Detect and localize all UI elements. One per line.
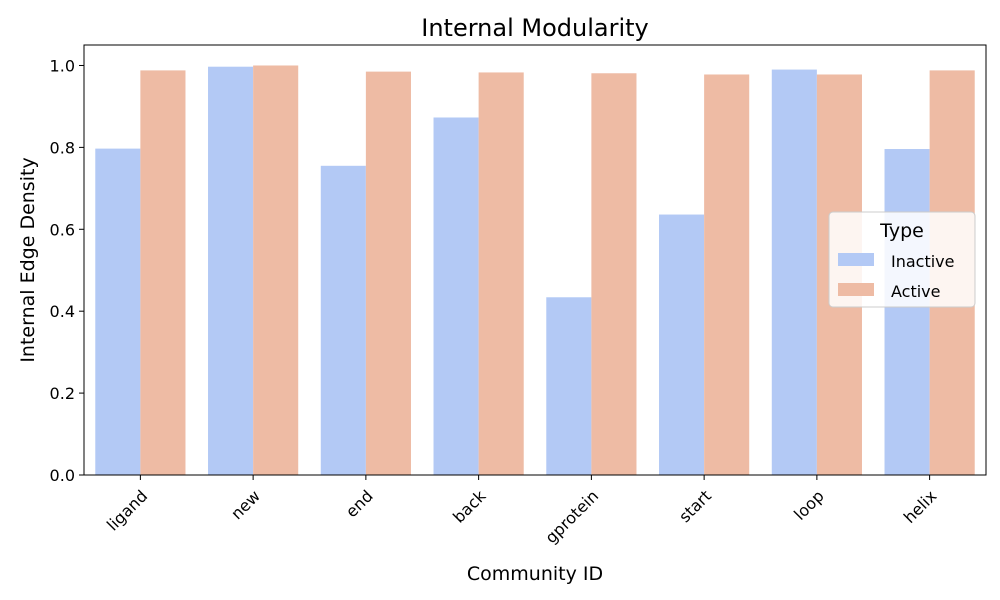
bar-active-start — [704, 74, 750, 475]
x-tick-label-back: back — [449, 486, 490, 527]
x-tick-label-start: start — [675, 486, 715, 526]
bar-active-gprotein — [591, 73, 637, 475]
bar-inactive-ligand — [95, 148, 141, 475]
y-tick-label: 0.6 — [50, 220, 75, 239]
x-tick-label-end: end — [342, 486, 377, 521]
bar-active-ligand — [140, 70, 186, 475]
bar-inactive-end — [320, 165, 366, 476]
bar-inactive-back — [433, 117, 479, 475]
x-tick-label-gprotein: gprotein — [541, 486, 602, 547]
legend-swatch-active — [838, 283, 874, 296]
bar-active-end — [365, 71, 411, 475]
x-tick-label-ligand: ligand — [103, 486, 151, 534]
y-tick-label: 0.2 — [50, 384, 75, 403]
y-tick-label: 0.4 — [50, 302, 75, 321]
x-tick-label-new: new — [227, 486, 264, 523]
y-tick-label: 0.8 — [50, 138, 75, 157]
legend-label-active: Active — [891, 282, 941, 301]
bar-active-back — [478, 72, 524, 475]
y-axis-label: Internal Edge Density — [17, 157, 39, 362]
legend-title: Type — [879, 220, 924, 242]
bar-inactive-new — [208, 66, 254, 475]
bar-inactive-loop — [771, 69, 817, 476]
bar-inactive-gprotein — [546, 297, 592, 475]
legend-label-inactive: Inactive — [891, 252, 955, 271]
x-tick-label-loop: loop — [790, 486, 828, 524]
bar-active-new — [253, 65, 299, 475]
y-tick-label: 0.0 — [50, 466, 75, 485]
chart-title: Internal Modularity — [421, 14, 648, 42]
bar-inactive-helix — [884, 149, 930, 475]
plot-frame — [83, 44, 987, 476]
legend: Type Inactive Active — [828, 211, 976, 308]
x-tick-label-helix: helix — [900, 486, 941, 527]
legend-swatch-inactive — [838, 253, 874, 266]
x-axis-label: Community ID — [467, 563, 603, 585]
bars-group — [95, 65, 975, 476]
bar-inactive-start — [659, 214, 705, 476]
y-tick-label: 1.0 — [50, 56, 75, 75]
